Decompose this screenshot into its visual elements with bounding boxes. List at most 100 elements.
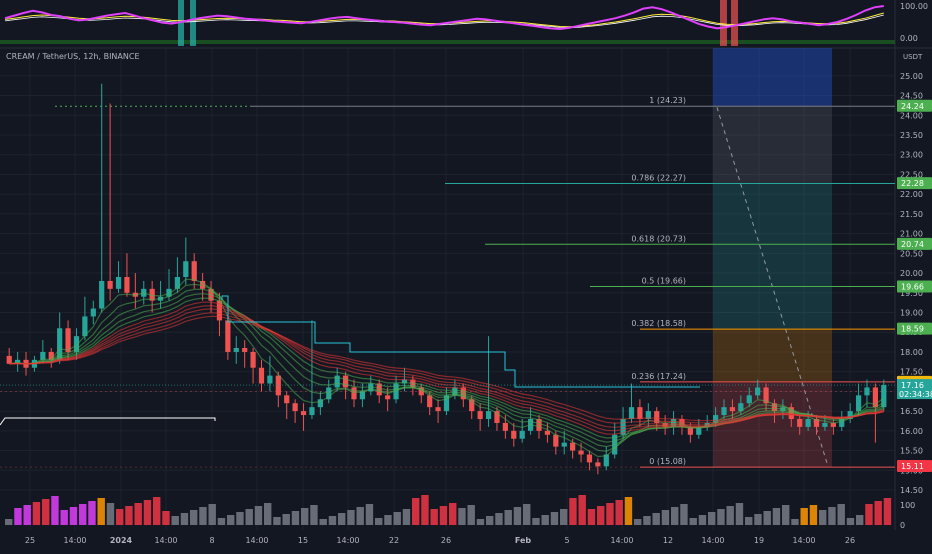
volume-bar — [51, 496, 59, 525]
candle-body — [578, 450, 584, 455]
volume-bar — [301, 508, 309, 525]
volume-bar — [439, 506, 448, 525]
volume-bar — [393, 512, 401, 525]
volume-bar — [449, 503, 457, 525]
volume-bar — [745, 517, 753, 525]
volume-bar — [809, 505, 818, 525]
candle-body — [712, 415, 719, 423]
candle-body — [855, 395, 862, 412]
y-tick-label: 19.50 — [900, 289, 923, 298]
volume-bar — [310, 505, 318, 525]
volume-bar — [467, 505, 475, 525]
candle-body — [687, 426, 693, 435]
volume-bar — [32, 502, 41, 525]
candle-body — [603, 454, 609, 467]
candle-body — [267, 375, 273, 384]
price-tag-label: 22.28 — [901, 179, 924, 188]
volume-bar — [421, 495, 429, 525]
fib-level-label: 0.618 (20.73) — [631, 234, 686, 243]
candle-body — [250, 351, 256, 368]
fib-zone-top — [713, 48, 832, 107]
x-tick-label: 14:00 — [245, 536, 268, 545]
volume-bar — [717, 509, 725, 525]
volume-bar — [819, 510, 827, 525]
candle-body — [485, 411, 492, 419]
x-tick-label: 5 — [564, 536, 569, 545]
x-tick-label: Feb — [515, 536, 532, 545]
volume-bar — [264, 503, 272, 525]
x-tick-label: 8 — [209, 536, 214, 545]
osc-label-100: 100.00 — [900, 2, 928, 11]
y-tick-label: 16.50 — [900, 407, 923, 416]
candle-body — [864, 387, 870, 396]
candle-body — [15, 359, 21, 364]
volume-bar — [125, 506, 133, 525]
x-tick-label: 19 — [754, 536, 764, 545]
candle-body — [755, 387, 761, 396]
candle-body — [427, 395, 433, 408]
volume-bar — [79, 504, 87, 525]
volume-bar — [384, 515, 392, 525]
volume-bar — [375, 518, 383, 525]
y-tick-label: 19.00 — [900, 309, 923, 318]
candle-body — [872, 387, 878, 408]
osc-signal-bar-red — [731, 0, 738, 46]
candle-body — [292, 403, 298, 412]
volume-bar — [42, 499, 50, 525]
y-tick-label: 21.50 — [900, 210, 923, 219]
volume-bar — [97, 498, 105, 525]
candle-body — [385, 395, 391, 400]
volume-bar — [134, 503, 142, 525]
candle-body — [670, 419, 677, 427]
y-tick-label: 14.50 — [900, 486, 923, 495]
volume-bar — [402, 509, 411, 525]
candle-body — [309, 407, 315, 416]
fib-zone-band — [713, 183, 832, 245]
y-tick-label: 23.00 — [900, 151, 923, 160]
x-tick-label: 12 — [663, 536, 673, 545]
volume-bar — [597, 506, 605, 525]
candle-body — [174, 277, 181, 289]
volume-bar — [495, 513, 503, 525]
candle-body — [115, 277, 122, 289]
volume-bar — [282, 514, 290, 525]
volume-bar — [365, 504, 374, 525]
y-tick-label: 22.50 — [900, 170, 923, 179]
candle-body — [771, 403, 778, 412]
volume-bar — [587, 509, 596, 525]
fib-zone-band — [713, 244, 832, 287]
candle-body — [477, 411, 483, 419]
ma-ribbon-line — [9, 308, 884, 428]
volume-bar — [652, 513, 660, 525]
candle-body — [368, 383, 374, 392]
volume-bar — [291, 511, 300, 525]
volume-bar — [116, 509, 124, 525]
candle-body — [300, 411, 307, 416]
volume-bar — [273, 517, 281, 525]
volume-bar — [874, 501, 882, 525]
candle-body — [511, 430, 517, 439]
volume-bar — [60, 510, 68, 525]
last-price-label: 17.16 — [901, 381, 924, 390]
candle-body — [637, 407, 643, 419]
candle-body — [233, 348, 239, 352]
volume-bar — [513, 507, 522, 525]
fib-level-label: 0.786 (22.27) — [631, 174, 686, 183]
volume-bar — [698, 515, 707, 525]
osc-label-0: 0.00 — [900, 34, 918, 43]
volume-bar — [856, 515, 864, 525]
x-tick-label: 14:00 — [610, 536, 633, 545]
volume-bar — [828, 507, 836, 525]
y-tick-label: 20.50 — [900, 249, 923, 258]
y-tick-label: 24.00 — [900, 111, 923, 120]
candle-body — [494, 411, 500, 423]
volume-bar — [615, 500, 623, 525]
candle-body — [645, 411, 651, 419]
fib-level-label: 0.382 (18.58) — [631, 319, 686, 328]
candle-body — [443, 395, 450, 412]
volume-bar — [199, 507, 207, 525]
candle-body — [326, 387, 332, 400]
candle-body — [99, 280, 105, 309]
